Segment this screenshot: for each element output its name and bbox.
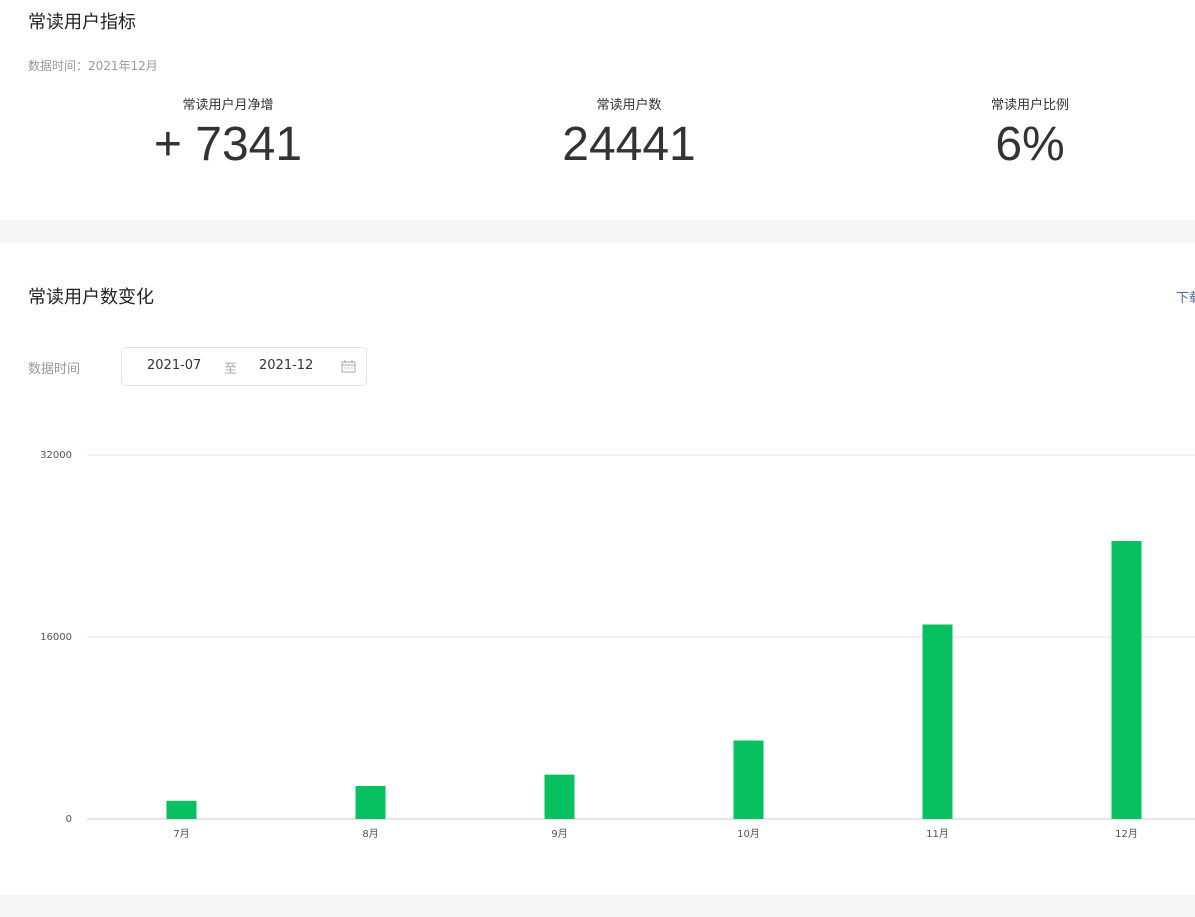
x-tick-label: 11月	[926, 828, 949, 840]
x-tick-label: 8月	[362, 828, 378, 840]
x-tick-label: 7月	[173, 828, 189, 840]
calendar-icon[interactable]	[341, 360, 356, 373]
bar	[733, 740, 764, 819]
metric-label: 常读用户比例	[990, 98, 1070, 113]
range-separator: 至	[224, 362, 238, 377]
x-tick-label: 12月	[1115, 828, 1138, 840]
bar	[922, 624, 953, 819]
metrics-panel: 常读用户指标 数据时间：2021年12月 常读用户月净增 + 7341 常读用户…	[0, 0, 1195, 220]
metric-value: 6%	[995, 118, 1065, 171]
data-time: 数据时间：2021年12月	[28, 59, 158, 73]
section-title: 常读用户指标	[28, 12, 136, 33]
filter-label: 数据时间	[28, 362, 81, 377]
section-title: 常读用户数变化	[28, 287, 154, 308]
download-link[interactable]: 下载	[1176, 291, 1195, 306]
y-tick-label: 0	[66, 814, 72, 825]
bar	[1111, 540, 1142, 819]
y-tick-label: 16000	[40, 632, 72, 643]
x-tick-label: 10月	[737, 828, 760, 840]
bar	[355, 786, 386, 819]
metric-value: 24441	[562, 118, 696, 171]
trend-panel: 常读用户数变化 下载 数据时间 2021-07 至 2021-12	[0, 243, 1195, 895]
end-date[interactable]: 2021-12	[259, 358, 314, 373]
bar	[544, 774, 575, 819]
bar	[166, 800, 197, 819]
metric-label: 常读用户月净增	[182, 98, 274, 113]
y-tick-label: 32000	[40, 450, 72, 461]
date-range-picker[interactable]: 2021-07 至 2021-12	[121, 347, 367, 386]
metric-label: 常读用户数	[596, 98, 662, 113]
x-tick-label: 9月	[551, 828, 567, 840]
start-date[interactable]: 2021-07	[147, 358, 202, 373]
metric-value: + 7341	[153, 118, 303, 171]
